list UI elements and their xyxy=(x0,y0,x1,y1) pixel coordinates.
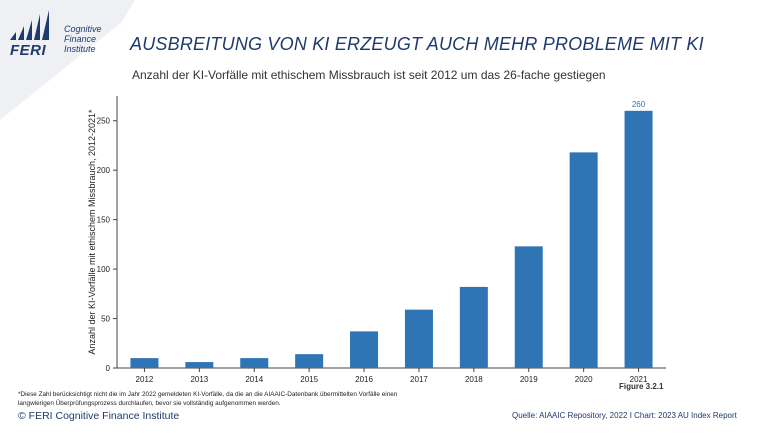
copyright: © FERI Cognitive Finance Institute xyxy=(18,410,180,422)
x-tick-label: 2019 xyxy=(520,375,538,384)
logo-tagline-line: Cognitive xyxy=(64,24,102,34)
slide-title: AUSBREITUNG VON KI ERZEUGT AUCH MEHR PRO… xyxy=(130,34,704,54)
x-tick-label: 2013 xyxy=(190,375,208,384)
x-tick-label: 2020 xyxy=(575,375,593,384)
bar xyxy=(295,354,324,368)
data-label: 260 xyxy=(632,100,646,109)
logo-tagline-line: Institute xyxy=(64,44,96,54)
feri-logo: FERI Cognitive Finance Institute xyxy=(8,8,108,59)
logo-tagline: Cognitive Finance Institute xyxy=(64,24,102,54)
bar xyxy=(569,152,598,368)
y-tick-label: 100 xyxy=(97,265,111,274)
bar xyxy=(514,246,543,368)
bar xyxy=(130,358,159,368)
x-tick-label: 2018 xyxy=(465,375,483,384)
figure-label: Figure 3.2.1 xyxy=(619,382,664,391)
y-tick-label: 250 xyxy=(97,117,111,126)
bar xyxy=(624,110,653,368)
header-background xyxy=(0,0,135,120)
x-tick-label: 2015 xyxy=(300,375,318,384)
bar xyxy=(240,358,269,368)
logo-bars-icon xyxy=(10,10,49,40)
x-tick-label: 2017 xyxy=(410,375,428,384)
y-tick-label: 0 xyxy=(106,364,111,373)
source-note: Quelle: AIAAIC Repository, 2022 I Chart:… xyxy=(512,411,737,420)
x-tick-label: 2012 xyxy=(136,375,154,384)
footnote: *Diese Zahl berücksichtigt nicht die im … xyxy=(18,391,398,407)
bar xyxy=(459,286,488,368)
bar xyxy=(350,331,379,368)
logo-tagline-line: Finance xyxy=(64,34,97,44)
x-tick-label: 2021 xyxy=(630,375,648,384)
slide-subtitle: Anzahl der KI-Vorfälle mit ethischem Mis… xyxy=(132,68,606,82)
bar xyxy=(185,362,214,368)
x-tick-label: 2014 xyxy=(245,375,263,384)
x-tick-label: 2016 xyxy=(355,375,373,384)
y-tick-label: 150 xyxy=(97,216,111,225)
logo-name: FERI xyxy=(10,42,47,59)
y-tick-label: 50 xyxy=(101,315,110,324)
bar xyxy=(404,309,433,368)
y-tick-label: 200 xyxy=(97,166,111,175)
